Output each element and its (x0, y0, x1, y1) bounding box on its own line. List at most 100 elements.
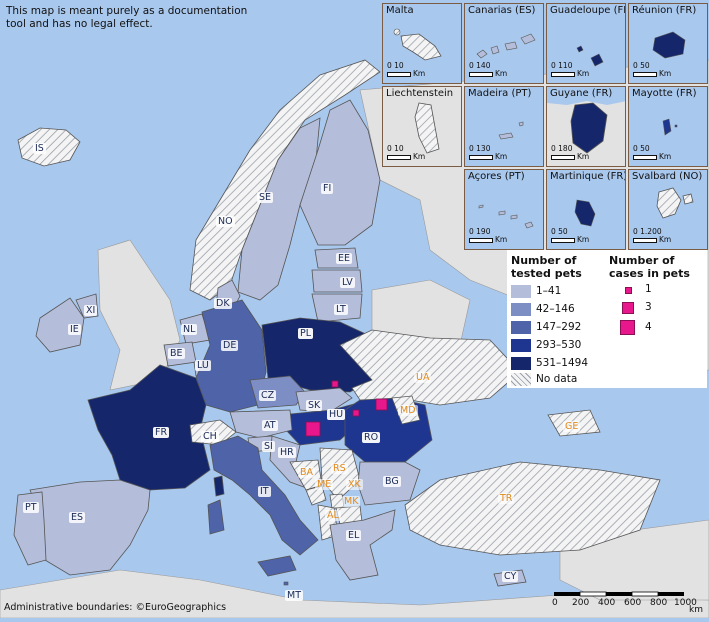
country-label-lu: LU (195, 360, 211, 371)
legend-case-label-3: 3 (645, 300, 652, 315)
legend-cases-title: Number of cases in pets (609, 254, 699, 280)
inset-title: Liechtenstein (386, 88, 453, 99)
country-label-de: DE (221, 340, 238, 351)
country-label-bg: BG (383, 476, 401, 487)
country-label-ie: IE (68, 324, 81, 335)
country-label-pt: PT (23, 502, 39, 513)
country-label-sk: SK (306, 400, 322, 411)
country-shape-es (30, 480, 150, 575)
country-shape-mt (284, 582, 288, 585)
legend-case-marker-4 (620, 320, 635, 335)
scale-tick-600: 600 (624, 598, 641, 608)
legend-case-label-1: 1 (645, 282, 652, 297)
legend-class-3: 147–292 (511, 320, 581, 335)
legend-class-5: 531–1494 (511, 356, 588, 371)
country-label-hu: HU (327, 409, 345, 420)
scale-tick-0: 0 (552, 598, 558, 608)
map-attribution: Administrative boundaries: ©EuroGeograph… (4, 602, 226, 613)
country-label-is: IS (33, 143, 46, 154)
legend-tested-title: Number of tested pets (511, 254, 601, 280)
country-label-at: AT (262, 420, 278, 431)
case-marker-pl (332, 381, 338, 387)
country-label-cy: CY (502, 571, 518, 582)
legend-no-data: No data (511, 372, 577, 387)
map-legend: Number of tested pets 1–41 42–146 147–29… (507, 250, 707, 388)
country-label-ge: GE (563, 421, 580, 432)
country-label-cz: CZ (259, 390, 276, 401)
country-shape-at (230, 410, 292, 438)
country-label-ch: CH (201, 431, 219, 442)
country-label-fr: FR (153, 427, 169, 438)
country-label-md: MD (398, 405, 418, 416)
country-label-pl: PL (298, 328, 313, 339)
inset-title: Mayotte (FR) (632, 88, 696, 99)
inset-title: Canarias (ES) (468, 5, 535, 16)
country-shape-corsica (214, 476, 224, 496)
country-label-it: IT (258, 486, 271, 497)
country-shape-sicily (258, 556, 296, 576)
country-label-mk: MK (342, 496, 360, 507)
case-marker-hu-small (353, 410, 359, 416)
country-label-xi: XI (84, 305, 97, 316)
country-label-el: EL (346, 530, 361, 541)
scale-tick-200: 200 (572, 598, 589, 608)
country-label-al: AL (325, 510, 341, 521)
case-marker-hu-large (306, 422, 320, 436)
scale-tick-400: 400 (598, 598, 615, 608)
country-label-ee: EE (336, 253, 352, 264)
country-label-me: ME (315, 479, 333, 490)
country-label-lv: LV (340, 277, 355, 288)
country-shape-sardinia (208, 500, 224, 534)
inset-title: Guadeloupe (FR) (550, 5, 626, 16)
country-label-mt: MT (285, 590, 303, 601)
country-label-hr: HR (278, 447, 296, 458)
country-label-rs: RS (331, 463, 348, 474)
country-label-lt: LT (334, 304, 348, 315)
legend-case-marker-1 (625, 287, 632, 294)
scale-unit: km (689, 605, 703, 615)
legend-case-marker-3 (622, 302, 634, 314)
country-shape-ro (345, 398, 432, 462)
country-label-fi: FI (321, 183, 333, 194)
scale-tick-800: 800 (650, 598, 667, 608)
country-label-ua: UA (414, 372, 431, 383)
country-label-si: SI (262, 441, 275, 452)
country-label-nl: NL (181, 324, 197, 335)
country-label-dk: DK (214, 298, 232, 309)
country-label-ba: BA (298, 467, 315, 478)
legend-case-label-4: 4 (645, 320, 652, 335)
legend-class-4: 293–530 (511, 338, 581, 353)
country-label-tr: TR (498, 493, 514, 504)
country-shape-ua (340, 330, 520, 405)
country-label-no: NO (216, 216, 235, 227)
inset-title: Svalbard (NO) (632, 171, 702, 182)
legend-class-2: 42–146 (511, 302, 575, 317)
map-disclaimer: This map is meant purely as a documentat… (6, 5, 256, 31)
country-label-se: SE (257, 192, 273, 203)
inset-title: Malta (386, 5, 414, 16)
inset-title: Madeira (PT) (468, 88, 531, 99)
inset-title: Guyane (FR) (550, 88, 612, 99)
legend-class-1: 1–41 (511, 284, 561, 299)
inset-title: Açores (PT) (468, 171, 525, 182)
country-shape-rs (320, 448, 360, 500)
